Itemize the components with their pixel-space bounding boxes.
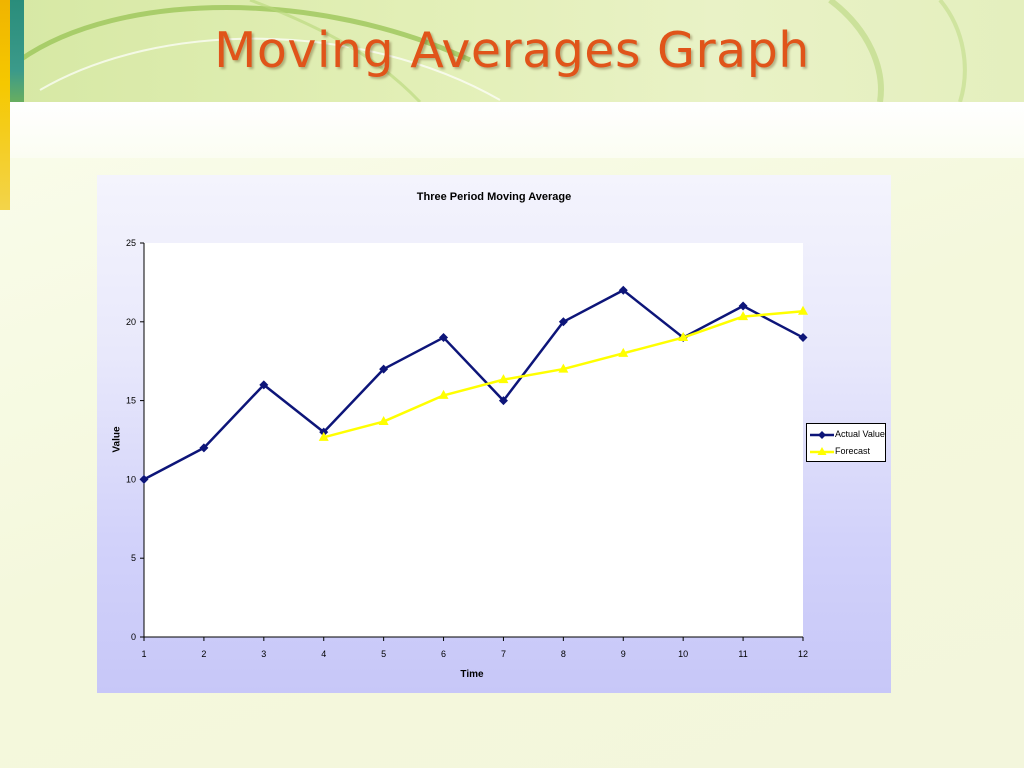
legend-item-forecast: Forecast — [807, 445, 885, 459]
x-tick-label: 6 — [441, 649, 446, 659]
y-tick-label: 0 — [131, 632, 136, 642]
legend-label-actual: Actual Value — [835, 429, 885, 439]
data-point-forecast — [438, 389, 449, 399]
x-tick-label: 11 — [738, 649, 747, 659]
accent-bar-gold — [0, 0, 10, 210]
x-tick-label: 3 — [261, 649, 266, 659]
y-tick-label: 10 — [126, 474, 136, 484]
data-point-forecast — [618, 347, 629, 357]
x-tick-label: 5 — [381, 649, 386, 659]
legend-swatch-actual — [810, 431, 834, 439]
data-point-actual-value — [618, 285, 628, 295]
data-point-actual-value — [439, 333, 449, 343]
y-tick-label: 20 — [126, 317, 136, 327]
x-tick-label: 2 — [201, 649, 206, 659]
chart-legend: Actual Value Forecast — [806, 423, 886, 462]
data-point-forecast — [378, 416, 389, 426]
y-tick-label: 5 — [131, 553, 136, 563]
data-point-actual-value — [259, 380, 269, 390]
data-point-forecast — [498, 374, 509, 384]
x-tick-label: 8 — [561, 649, 566, 659]
data-point-forecast — [738, 311, 749, 321]
plot-area — [144, 243, 803, 637]
data-point-forecast — [678, 332, 689, 342]
series-line-actual-value — [143, 289, 804, 481]
data-point-forecast — [558, 363, 569, 373]
data-point-actual-value — [379, 364, 389, 374]
y-tick-label: 15 — [126, 396, 136, 406]
data-point-forecast — [798, 305, 808, 315]
header-swoosh-decoration — [18, 0, 967, 102]
data-point-actual-value — [199, 443, 209, 453]
legend-swatch-forecast — [810, 447, 834, 455]
x-tick-label: 9 — [621, 649, 626, 659]
data-point-forecast — [318, 431, 329, 441]
accent-bar-teal — [10, 0, 24, 118]
x-tick-label: 12 — [798, 649, 808, 659]
y-axis-label: Value — [111, 426, 123, 453]
data-point-actual-value — [139, 474, 149, 484]
slide-header — [0, 0, 1024, 102]
legend-item-actual: Actual Value — [807, 428, 885, 442]
legend-label-forecast: Forecast — [835, 446, 871, 456]
slide-title: Moving Averages Graph — [214, 22, 810, 79]
data-point-actual-value — [738, 301, 748, 311]
data-point-actual-value — [558, 317, 568, 327]
chart-area: 0 5 10 15 20 25 1 2 3 4 5 6 7 8 9 10 11 12 Three Period M… — [97, 175, 891, 693]
x-tick-label: 10 — [678, 649, 688, 659]
chart-title: Three Period Moving Average — [416, 191, 572, 203]
data-point-actual-value — [498, 396, 508, 406]
x-tick-label: 1 — [141, 649, 146, 659]
y-tick-label: 25 — [126, 238, 136, 248]
data-point-actual-value — [798, 333, 808, 343]
x-axis-label: Time — [460, 669, 484, 680]
x-tick-label: 7 — [501, 649, 506, 659]
x-tick-label: 4 — [321, 649, 326, 659]
header-white-strip — [10, 102, 1024, 158]
